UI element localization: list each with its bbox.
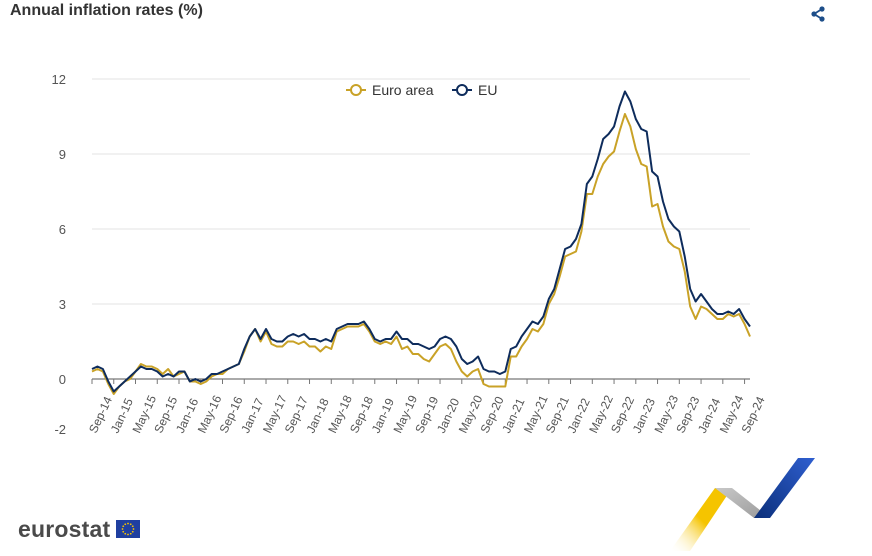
grid-lines: [92, 78, 750, 380]
legend: Euro area EU: [346, 82, 497, 98]
series-line-eu: [91, 90, 751, 393]
x-axis: Sep-14Jan-15May-15Sep-15Jan-16May-16Sep-…: [86, 379, 768, 435]
y-tick-label: 6: [59, 222, 66, 237]
y-tick-label: 12: [52, 72, 66, 87]
decorative-swoosh: [670, 458, 815, 551]
y-tick-label: 9: [59, 147, 66, 162]
y-tick-label: -2: [54, 422, 66, 437]
y-tick-label: 3: [59, 297, 66, 312]
eurostat-logo: eurostat: [18, 516, 111, 542]
legend-marker-1: [456, 84, 468, 96]
eu-flag-icon: [116, 520, 140, 538]
series-line-euro-area: [91, 113, 751, 395]
y-tick-label: 0: [59, 372, 66, 387]
series-lines: [91, 90, 751, 395]
legend-label: EU: [478, 82, 497, 98]
legend-label: Euro area: [372, 82, 434, 98]
share-icon[interactable]: [808, 4, 828, 24]
chart-title: Annual inflation rates (%): [10, 2, 203, 19]
legend-marker-0: [350, 84, 362, 96]
y-axis: 12 9 6 3 0 -2: [52, 72, 66, 437]
